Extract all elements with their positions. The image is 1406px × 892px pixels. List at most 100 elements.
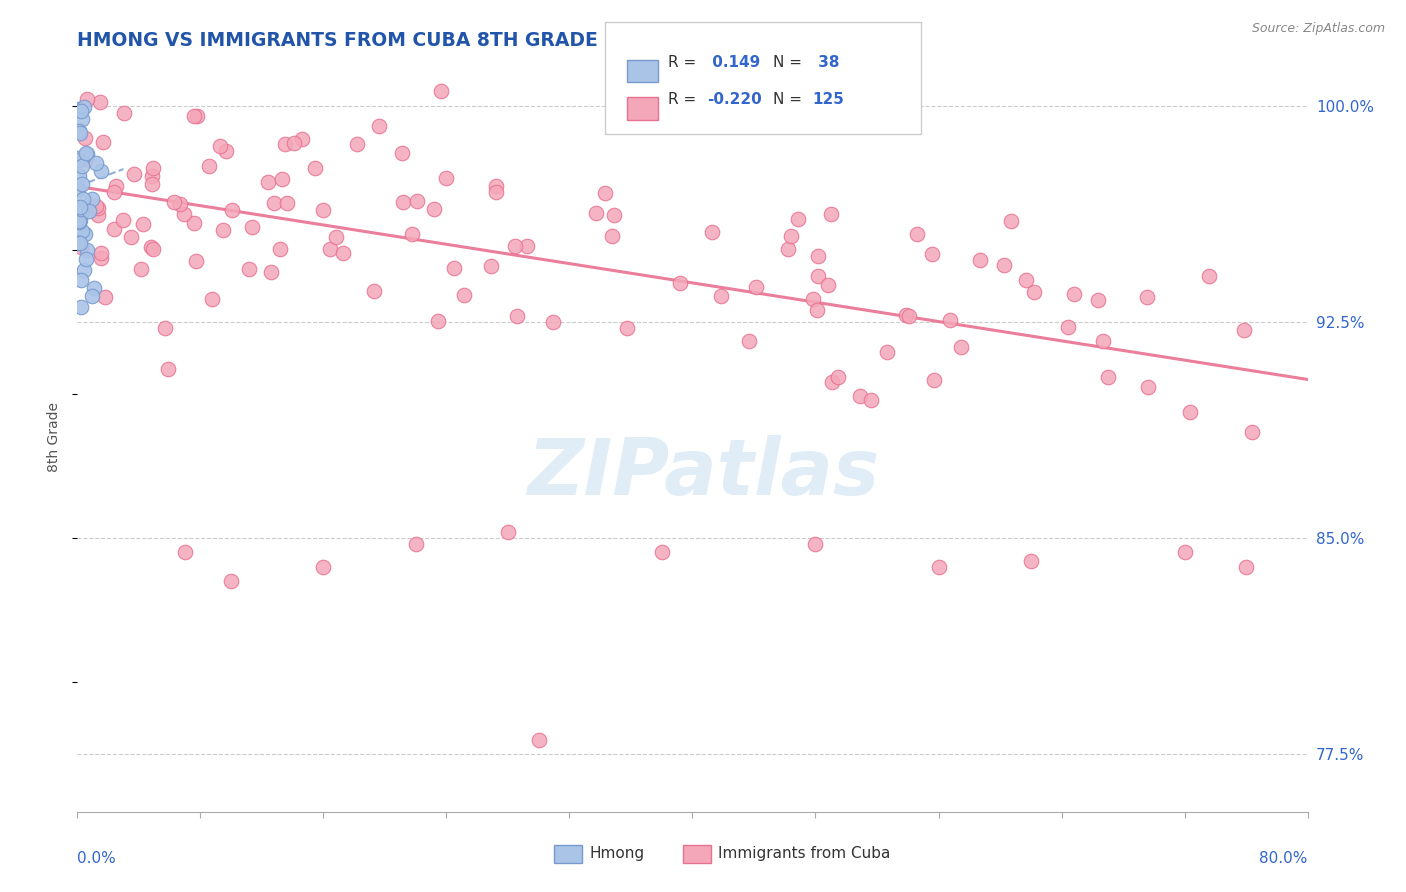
Point — [479, 260, 502, 274]
Point — [616, 320, 638, 334]
Point — [430, 84, 453, 98]
Point — [103, 221, 125, 235]
Point — [516, 239, 538, 253]
Point — [76, 146, 98, 161]
Point — [69, 236, 91, 251]
Point — [738, 334, 761, 348]
Point — [75, 146, 97, 161]
Point — [70, 112, 93, 127]
Point — [1014, 273, 1036, 287]
Point — [70, 240, 93, 254]
Point — [82, 192, 104, 206]
Point — [543, 315, 565, 329]
Point — [270, 172, 292, 186]
Point — [274, 136, 297, 151]
Point — [69, 212, 91, 227]
Point — [443, 261, 465, 276]
Point — [1234, 559, 1257, 574]
Text: 0.0%: 0.0% — [77, 851, 117, 865]
Point — [1198, 269, 1220, 284]
Point — [401, 227, 423, 241]
Point — [75, 252, 97, 266]
Point — [969, 253, 991, 268]
Point — [70, 205, 93, 219]
Point — [84, 156, 107, 170]
Point — [702, 225, 724, 239]
Point — [807, 249, 830, 263]
Point — [93, 290, 115, 304]
Point — [70, 104, 93, 119]
Point — [66, 153, 89, 168]
Point — [141, 178, 163, 192]
Point — [1024, 285, 1046, 299]
Point — [66, 181, 89, 195]
Point — [1000, 214, 1022, 228]
Point — [427, 313, 450, 327]
Point — [72, 192, 94, 206]
Point — [69, 126, 91, 140]
Point — [787, 212, 810, 227]
Point — [186, 253, 208, 268]
Point — [142, 161, 165, 175]
Point — [212, 223, 235, 237]
Point — [174, 545, 197, 559]
Text: 80.0%: 80.0% — [1260, 851, 1308, 865]
Text: R =: R = — [668, 93, 696, 107]
Point — [156, 362, 179, 376]
Point — [807, 268, 830, 283]
Point — [103, 185, 125, 199]
Point — [67, 236, 90, 251]
Point — [776, 242, 799, 256]
Point — [779, 229, 801, 244]
Point — [67, 214, 90, 228]
Point — [710, 289, 733, 303]
Point — [801, 292, 824, 306]
Point — [67, 102, 90, 116]
Point — [70, 300, 93, 314]
Point — [112, 213, 135, 227]
Point — [70, 273, 93, 287]
Point — [950, 340, 973, 354]
Point — [434, 171, 457, 186]
Point — [325, 230, 347, 244]
Point — [821, 375, 844, 389]
Text: Source: ZipAtlas.com: Source: ZipAtlas.com — [1251, 22, 1385, 36]
Point — [506, 310, 529, 324]
Point — [593, 186, 616, 200]
Point — [153, 321, 176, 335]
Point — [73, 263, 96, 277]
Text: Immigrants from Cuba: Immigrants from Cuba — [718, 847, 891, 861]
Point — [66, 151, 89, 165]
Point — [312, 559, 335, 574]
Point — [668, 276, 690, 290]
Point — [269, 243, 291, 257]
Point — [75, 152, 97, 166]
Point — [806, 303, 828, 318]
Text: 0.149: 0.149 — [707, 55, 761, 70]
Point — [67, 215, 90, 229]
Point — [80, 289, 103, 303]
Point — [142, 242, 165, 256]
Point — [183, 110, 205, 124]
Point — [1240, 425, 1263, 439]
Point — [787, 119, 810, 133]
Point — [820, 206, 842, 220]
Text: N =: N = — [773, 55, 803, 70]
Point — [131, 262, 153, 277]
Point — [527, 732, 550, 747]
Point — [238, 262, 260, 277]
Point — [1136, 290, 1159, 304]
Point — [1174, 545, 1197, 559]
Point — [897, 310, 920, 324]
Point — [90, 246, 112, 260]
Point — [139, 240, 162, 254]
Point — [91, 135, 114, 149]
Point — [67, 124, 90, 138]
Point — [219, 574, 242, 589]
Text: HMONG VS IMMIGRANTS FROM CUBA 8TH GRADE CORRELATION CHART: HMONG VS IMMIGRANTS FROM CUBA 8TH GRADE … — [77, 31, 830, 50]
Point — [263, 195, 285, 210]
Point — [69, 200, 91, 214]
Text: 125: 125 — [813, 93, 845, 107]
Point — [120, 229, 142, 244]
Point — [84, 199, 107, 213]
